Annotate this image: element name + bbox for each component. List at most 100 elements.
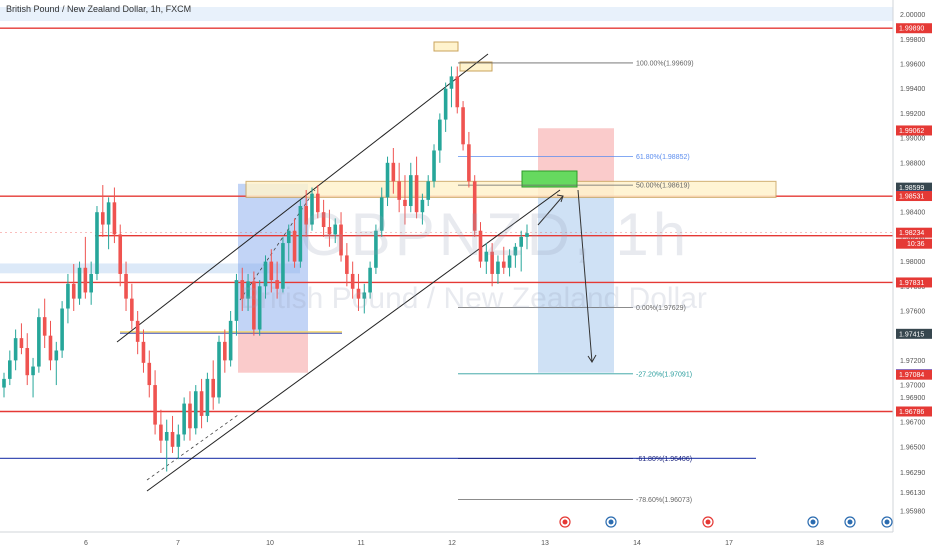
price-label-badge <box>896 182 932 193</box>
candle-body <box>513 246 518 256</box>
candle-body <box>356 288 361 299</box>
event-icon-dot <box>810 519 816 525</box>
fib-level-label: 100.00%(1.99609) <box>636 60 694 67</box>
candle-body <box>333 224 338 235</box>
candle-body <box>54 350 59 361</box>
fib-level-label: 50.00%(1.98619) <box>636 183 690 190</box>
price-label-text: 1.99890 <box>899 26 924 33</box>
fib-level-label: 0.00%(1.97629) <box>636 305 686 312</box>
price-label-badge <box>896 125 932 136</box>
candle-body <box>19 338 24 349</box>
candle-body <box>124 273 128 299</box>
candle-body <box>159 424 163 441</box>
candle-body <box>426 181 431 200</box>
price-label-text: 1.98531 <box>899 194 924 201</box>
x-tick-label: 6 <box>84 540 88 547</box>
arrow-up-head <box>556 194 564 203</box>
candle-body <box>269 261 274 281</box>
candle-body <box>414 175 419 213</box>
candle-body <box>507 255 512 268</box>
candle-body <box>141 341 146 363</box>
candle-body <box>321 212 326 228</box>
candle-body <box>153 385 157 425</box>
candle-body <box>478 230 483 262</box>
candle-body <box>130 298 134 321</box>
candle-body <box>106 202 111 225</box>
arrow-up-line <box>537 195 564 226</box>
candle-body <box>281 243 285 289</box>
candle-body <box>345 255 349 274</box>
candle-body <box>403 199 407 207</box>
candle-body <box>60 308 64 351</box>
candle-body <box>443 88 448 120</box>
price-label-text: 1.96786 <box>899 409 924 416</box>
candle-body <box>408 175 413 207</box>
x-tick-label: 10 <box>266 540 274 547</box>
y-tick-label: 1.96130 <box>900 490 925 497</box>
candle-body <box>211 378 215 398</box>
candle-body <box>89 273 93 293</box>
candle-body <box>42 317 47 336</box>
chart-title: British Pound / New Zealand Dollar, 1h, … <box>6 4 192 14</box>
y-tick-label: 1.96900 <box>900 395 925 402</box>
price-label-text: 1.97831 <box>899 280 924 287</box>
x-tick-label: 18 <box>816 540 824 547</box>
candle-body <box>95 212 99 274</box>
candle-body <box>310 193 314 225</box>
candle-body <box>246 281 250 299</box>
price-label-badge <box>896 191 932 202</box>
event-icon-dot <box>884 519 890 525</box>
y-tick-label: 1.97600 <box>900 308 925 315</box>
y-tick-label: 1.96700 <box>900 420 925 427</box>
peak-zone <box>459 61 493 72</box>
candle-body <box>263 261 268 287</box>
candle-body <box>13 338 18 361</box>
candle-body <box>519 236 523 247</box>
price-label-text: 1.99062 <box>899 128 924 135</box>
candle-body <box>228 320 233 361</box>
x-tick-label: 14 <box>633 540 641 547</box>
candle-body <box>385 162 390 198</box>
countdown-text: 10:36 <box>907 241 925 248</box>
supply-zone <box>245 180 777 198</box>
candle-body <box>66 283 70 309</box>
inner-trendline-2 <box>239 189 316 301</box>
candle-body <box>77 267 82 299</box>
arrow-down-line <box>577 189 593 363</box>
fib-level-label: -78.60%(1.96073) <box>636 497 692 504</box>
y-tick-label: 1.98200 <box>900 234 925 241</box>
y-tick-label: 1.99200 <box>900 111 925 118</box>
candle-body <box>170 431 175 447</box>
candle-body <box>438 119 442 151</box>
short-target-box <box>538 196 614 373</box>
candle-body <box>234 280 239 321</box>
candle-body <box>182 403 186 435</box>
price-label-text: 1.98234 <box>899 230 924 237</box>
y-tick-label: 1.99800 <box>900 37 925 44</box>
candle-body <box>496 261 500 274</box>
candle-body <box>374 230 378 268</box>
candle-body <box>501 261 506 268</box>
candle-body <box>71 283 76 299</box>
candle-body <box>455 76 460 108</box>
x-tick-label: 11 <box>357 540 364 547</box>
candle-body <box>223 341 227 361</box>
top-zone <box>433 41 459 52</box>
candle-body <box>449 76 454 89</box>
candle-body <box>193 391 198 429</box>
candle-body <box>461 107 465 145</box>
candle-body <box>391 162 396 182</box>
fib-level-label: -27.20%(1.97091) <box>636 371 692 378</box>
y-tick-label: 1.97200 <box>900 358 925 365</box>
candle-body <box>432 150 436 182</box>
top-band <box>0 7 893 21</box>
price-label-text: 1.98599 <box>899 185 924 192</box>
price-label-badge <box>896 227 932 238</box>
candle-body <box>327 227 332 235</box>
entry-box <box>521 170 578 188</box>
fib-level-label: 61.80%(1.98852) <box>636 154 690 161</box>
fib-level-label: -61.80%(1.96406) <box>636 456 692 463</box>
y-tick-label: 1.96500 <box>900 444 925 451</box>
